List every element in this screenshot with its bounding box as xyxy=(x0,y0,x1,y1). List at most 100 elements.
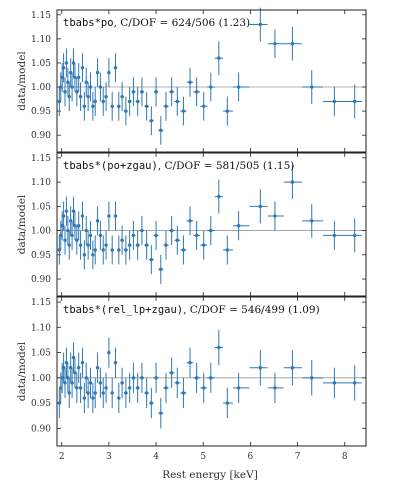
x-axis-label: Rest energy [keV] xyxy=(162,469,258,481)
point-marker xyxy=(80,214,85,218)
point-marker xyxy=(217,194,221,199)
x-tick-label: 5 xyxy=(200,452,206,462)
data-point xyxy=(80,53,85,83)
point-marker xyxy=(57,401,62,405)
data-point xyxy=(168,216,175,246)
data-point xyxy=(66,216,70,246)
point-marker xyxy=(86,243,90,247)
point-marker xyxy=(194,90,199,94)
data-point xyxy=(267,372,284,404)
data-point xyxy=(110,235,114,265)
point-marker xyxy=(332,381,337,385)
point-marker xyxy=(144,243,149,247)
panel-frame xyxy=(56,152,367,297)
data-point xyxy=(223,96,233,126)
data-point xyxy=(267,29,284,59)
data-point xyxy=(57,387,62,419)
data-point xyxy=(107,201,111,231)
data-point xyxy=(186,67,194,97)
data-point xyxy=(174,87,181,116)
point-marker xyxy=(144,104,149,108)
point-marker xyxy=(95,70,100,75)
data-point xyxy=(127,372,132,404)
data-point xyxy=(186,347,194,378)
data-point xyxy=(107,337,111,368)
point-marker xyxy=(84,80,88,84)
data-point xyxy=(71,48,76,78)
point-marker xyxy=(209,85,213,89)
point-marker xyxy=(352,99,357,104)
point-marker xyxy=(209,228,213,233)
point-marker xyxy=(169,90,174,94)
data-point xyxy=(104,82,108,112)
point-marker xyxy=(188,80,192,84)
data-point xyxy=(135,372,140,404)
point-marker xyxy=(225,109,230,113)
model-name: tbabs*(po+zgau) xyxy=(63,160,158,172)
point-marker xyxy=(135,243,140,247)
point-marker xyxy=(60,75,64,80)
y-tick-label: 1.15 xyxy=(31,154,51,164)
point-marker xyxy=(202,104,206,108)
point-marker xyxy=(88,85,93,89)
data-point xyxy=(107,58,111,88)
y-axis-label: data/model xyxy=(16,51,28,111)
data-point xyxy=(75,372,79,404)
data-point xyxy=(73,357,77,388)
point-marker xyxy=(101,391,105,395)
data-point xyxy=(302,360,324,396)
data-point xyxy=(148,245,154,275)
data-point xyxy=(135,87,140,116)
point-marker xyxy=(110,104,114,108)
point-marker xyxy=(154,233,158,238)
data-point xyxy=(193,220,201,250)
data-point xyxy=(214,179,224,214)
point-marker xyxy=(110,248,114,252)
data-point xyxy=(139,362,145,393)
point-marker xyxy=(352,381,357,385)
data-point xyxy=(61,201,66,231)
point-marker xyxy=(175,238,179,242)
data-point xyxy=(168,357,175,388)
point-marker xyxy=(194,233,199,238)
data-point xyxy=(186,206,194,236)
point-marker xyxy=(70,85,74,89)
data-point xyxy=(63,77,67,107)
point-marker xyxy=(113,360,118,365)
data-point xyxy=(207,362,215,393)
data-point xyxy=(174,367,181,399)
point-marker xyxy=(144,391,149,395)
data-point xyxy=(127,230,132,260)
point-marker xyxy=(91,396,95,400)
point-marker xyxy=(80,360,85,365)
data-point xyxy=(153,77,159,107)
point-marker xyxy=(127,386,132,390)
data-point xyxy=(84,67,88,97)
point-marker xyxy=(104,386,108,390)
point-marker xyxy=(159,267,163,272)
data-point xyxy=(144,230,149,260)
point-marker xyxy=(84,376,88,380)
point-marker xyxy=(66,376,70,380)
point-marker xyxy=(71,61,76,65)
data-point xyxy=(127,87,132,116)
point-marker xyxy=(71,355,76,360)
point-marker xyxy=(310,85,314,89)
data-point xyxy=(91,382,95,414)
point-marker xyxy=(120,238,124,242)
data-point xyxy=(135,230,140,260)
data-point xyxy=(63,225,67,255)
y-tick-label: 1.15 xyxy=(31,11,51,21)
data-point xyxy=(70,72,74,102)
data-point xyxy=(117,382,121,414)
data-point xyxy=(223,235,233,265)
point-marker xyxy=(107,214,111,218)
point-marker xyxy=(258,22,263,27)
data-point xyxy=(180,235,187,265)
data-point xyxy=(139,216,145,246)
point-marker xyxy=(77,224,81,228)
y-tick-label: 0.90 xyxy=(31,131,51,141)
y-tick-label: 1.00 xyxy=(31,374,51,384)
point-marker xyxy=(60,376,64,380)
data-point xyxy=(78,372,83,404)
